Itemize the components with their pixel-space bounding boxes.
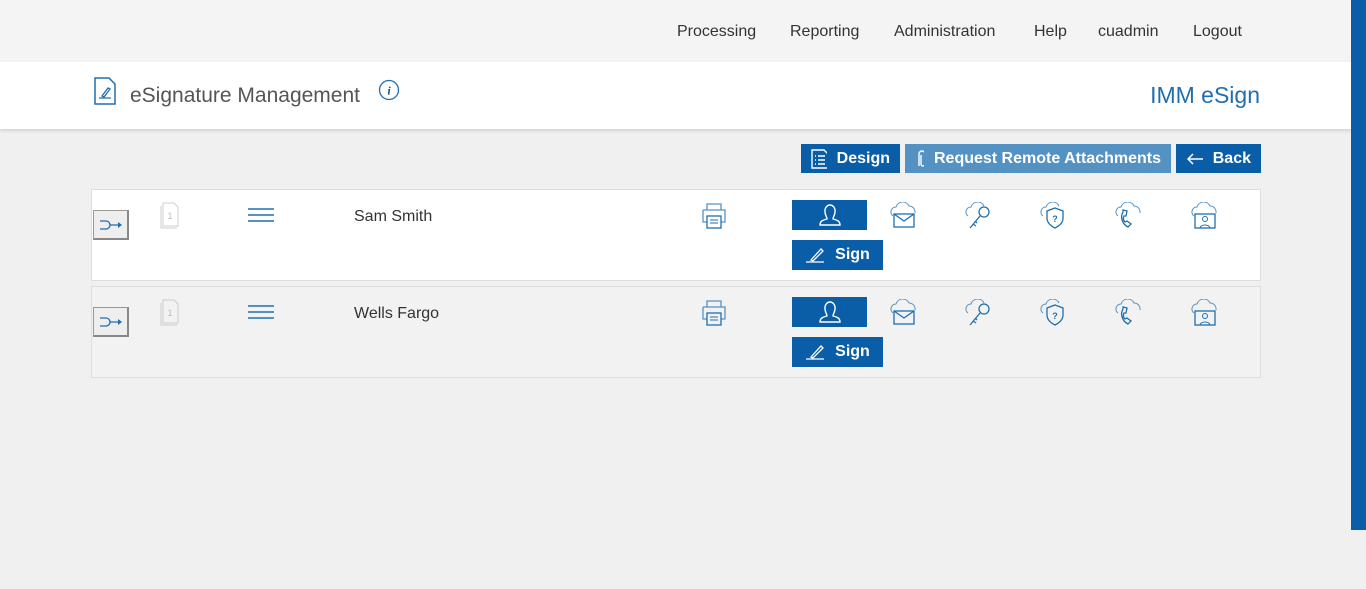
page-title: eSignature Management — [130, 84, 360, 107]
printer-icon[interactable] — [700, 202, 728, 230]
top-nav: Processing Reporting Administration Help… — [0, 0, 1351, 62]
svg-text:?: ? — [1052, 214, 1058, 224]
page-copy-icon: 1 — [160, 202, 179, 229]
svg-text:1: 1 — [167, 211, 172, 221]
nav-logout[interactable]: Logout — [1193, 23, 1242, 40]
cloud-key-icon[interactable] — [964, 202, 994, 230]
route-button[interactable] — [93, 210, 129, 240]
back-button[interactable]: Back — [1176, 144, 1261, 173]
page-header: eSignature Management i IMM eSign — [0, 62, 1351, 129]
design-label: Design — [836, 149, 890, 167]
cloud-phone-icon[interactable] — [1114, 299, 1144, 327]
document-sign-icon — [94, 77, 116, 105]
nav-help[interactable]: Help — [1034, 23, 1067, 40]
info-icon[interactable]: i — [378, 79, 400, 101]
paperclip-icon — [918, 149, 924, 167]
back-label: Back — [1212, 149, 1251, 167]
cloud-shield-icon[interactable]: ? — [1039, 202, 1069, 230]
route-button[interactable] — [93, 307, 129, 337]
nav-processing[interactable]: Processing — [677, 23, 757, 40]
nav-reporting[interactable]: Reporting — [790, 23, 860, 40]
svg-text:?: ? — [1052, 311, 1058, 321]
sign-label: Sign — [835, 343, 870, 360]
route-arrow-icon — [99, 219, 122, 230]
route-arrow-icon — [99, 316, 122, 327]
menu-icon[interactable] — [248, 304, 274, 320]
svg-text:1: 1 — [167, 308, 172, 318]
cloud-email-icon[interactable] — [889, 202, 919, 230]
arrow-left-icon — [1186, 152, 1203, 165]
nav-user[interactable]: cuadmin — [1098, 23, 1159, 40]
page-copy-icon: 1 — [160, 299, 179, 326]
svg-text:i: i — [387, 84, 391, 98]
cloud-id-card-icon[interactable] — [1190, 299, 1220, 327]
cloud-shield-icon[interactable]: ? — [1039, 299, 1069, 327]
printer-icon[interactable] — [700, 299, 728, 327]
signer-row: 1 Wells Fargo Sign ? — [91, 286, 1261, 378]
sign-button[interactable]: Sign — [792, 337, 883, 367]
request-label: Request Remote Attachments — [933, 149, 1161, 167]
cloud-key-icon[interactable] — [964, 299, 994, 327]
list-document-icon — [811, 148, 827, 169]
cloud-id-card-icon[interactable] — [1190, 202, 1220, 230]
signer-name: Sam Smith — [354, 208, 433, 225]
nav-administration[interactable]: Administration — [894, 23, 996, 40]
brand-name: IMM eSign — [1150, 82, 1260, 108]
pen-icon — [806, 345, 825, 360]
signer-account-button[interactable] — [792, 200, 867, 230]
signer-account-button[interactable] — [792, 297, 867, 327]
signer-row: 1 Sam Smith Sign ? — [91, 189, 1261, 281]
design-button[interactable]: Design — [801, 144, 900, 173]
user-icon — [818, 301, 841, 323]
cloud-email-icon[interactable] — [889, 299, 919, 327]
scrollbar[interactable] — [1351, 0, 1366, 530]
cloud-phone-icon[interactable] — [1114, 202, 1144, 230]
pen-icon — [806, 248, 825, 263]
request-remote-attachments-button[interactable]: Request Remote Attachments — [905, 144, 1171, 173]
user-icon — [818, 204, 841, 226]
sign-label: Sign — [835, 246, 870, 263]
signer-name: Wells Fargo — [354, 305, 440, 322]
sign-button[interactable]: Sign — [792, 240, 883, 270]
menu-icon[interactable] — [248, 207, 274, 223]
